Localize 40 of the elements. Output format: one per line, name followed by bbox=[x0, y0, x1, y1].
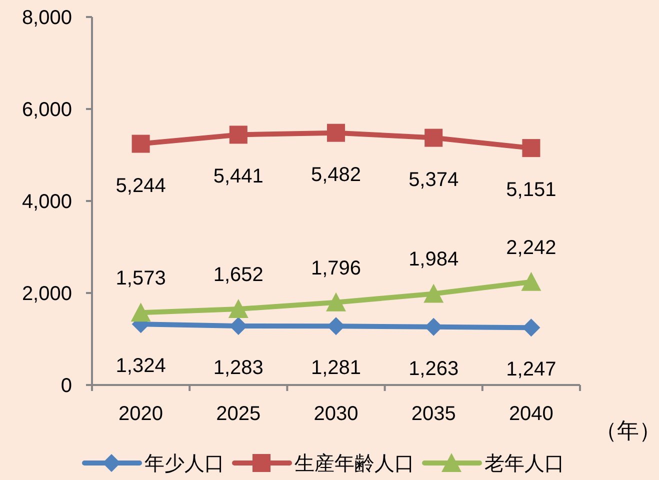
point bbox=[327, 124, 345, 142]
legend-label: 生産年齢人口 bbox=[294, 453, 414, 475]
point bbox=[132, 134, 150, 153]
x-tick-label: 2020 bbox=[118, 403, 164, 425]
data-label: 1,324 bbox=[116, 355, 166, 378]
point bbox=[228, 299, 248, 318]
y-tick-label: 0 bbox=[60, 375, 72, 397]
point bbox=[130, 302, 151, 322]
data-label: 1,281 bbox=[310, 357, 362, 380]
point bbox=[424, 284, 444, 303]
x-tick-label: 2025 bbox=[216, 403, 261, 425]
data-label: 1,283 bbox=[213, 356, 264, 379]
data-label: 5,482 bbox=[310, 164, 362, 186]
point bbox=[326, 292, 346, 312]
y-tick-label: 8,000 bbox=[22, 7, 72, 29]
data-label: 1,796 bbox=[310, 257, 362, 280]
x-axis-title: （年） bbox=[595, 418, 659, 443]
data-label: 1,652 bbox=[213, 264, 264, 286]
point bbox=[521, 272, 542, 291]
y-tick-label: 4,000 bbox=[22, 191, 72, 213]
data-label: 5,151 bbox=[506, 179, 556, 202]
x-tick-label: 2035 bbox=[411, 403, 456, 425]
point bbox=[424, 128, 443, 147]
x-tick-label: 2040 bbox=[508, 403, 554, 425]
data-label: 5,244 bbox=[116, 174, 166, 197]
x-tick-label: 2030 bbox=[314, 403, 358, 425]
point bbox=[327, 317, 345, 336]
data-label: 1,263 bbox=[408, 358, 459, 380]
data-label: 1,247 bbox=[506, 358, 556, 381]
data-label: 1,573 bbox=[116, 268, 166, 290]
data-label: 1,984 bbox=[408, 248, 459, 271]
point bbox=[229, 126, 248, 144]
data-label: 5,374 bbox=[408, 168, 459, 191]
data-label: 2,242 bbox=[506, 236, 556, 259]
legend-label: 年少人口 bbox=[144, 453, 224, 475]
y-tick-label: 6,000 bbox=[22, 99, 72, 121]
y-tick-label: 2,000 bbox=[22, 283, 72, 305]
point bbox=[522, 139, 540, 158]
data-label: 5,441 bbox=[213, 166, 264, 188]
legend-label: 老年人口 bbox=[484, 453, 564, 475]
